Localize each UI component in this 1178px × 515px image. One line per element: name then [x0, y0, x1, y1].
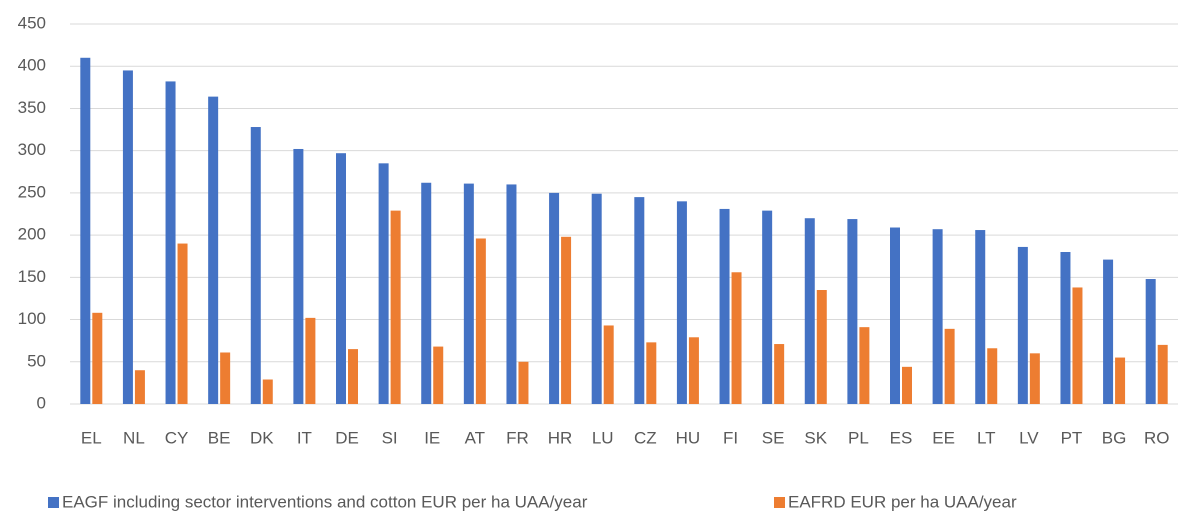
bar: [390, 210, 401, 404]
bar: [591, 193, 602, 404]
bar: [549, 192, 560, 404]
bar: [378, 163, 389, 404]
bar: [92, 312, 103, 404]
x-tick-label: HU: [676, 428, 701, 447]
x-tick-label: NL: [123, 428, 145, 447]
bar: [122, 70, 133, 404]
bar: [1017, 246, 1028, 404]
bar: [987, 348, 998, 404]
bar: [220, 352, 231, 404]
y-tick-label: 300: [18, 140, 46, 159]
x-tick-label: RO: [1144, 428, 1170, 447]
bar: [305, 317, 316, 404]
x-tick-label: FI: [723, 428, 738, 447]
bar: [1029, 353, 1040, 404]
bar: [1103, 259, 1114, 404]
x-tick-label: AT: [465, 428, 485, 447]
bar: [804, 218, 815, 404]
bar: [847, 219, 858, 404]
x-tick-label: LV: [1019, 428, 1039, 447]
bar: [731, 272, 742, 404]
x-tick-label: SE: [762, 428, 785, 447]
legend-swatch: [774, 497, 785, 508]
bar: [336, 153, 346, 404]
y-tick-label: 0: [37, 393, 46, 412]
bar: [902, 366, 912, 404]
bar: [1145, 279, 1156, 404]
x-tick-label: PL: [848, 428, 869, 447]
legend-label: EAGF including sector interventions and …: [62, 492, 588, 511]
bar: [506, 184, 517, 404]
bar: [348, 349, 358, 404]
bar: [762, 210, 773, 404]
bar: [561, 236, 572, 404]
bar: [816, 290, 827, 404]
bar: [646, 342, 657, 404]
y-tick-label: 400: [18, 56, 46, 75]
x-tick-label: SK: [804, 428, 827, 447]
bar: [719, 208, 730, 404]
x-tick-label: PT: [1061, 428, 1083, 447]
y-tick-label: 100: [18, 309, 46, 328]
bar: [165, 81, 176, 404]
x-tick-label: EE: [932, 428, 955, 447]
bar: [1115, 357, 1126, 404]
bar: [634, 197, 645, 404]
bar: [944, 328, 955, 404]
bar: [293, 148, 304, 404]
bar: [518, 361, 529, 404]
x-tick-label: IE: [424, 428, 440, 447]
bar: [80, 57, 91, 405]
bar: [688, 337, 699, 404]
legend-label: EAFRD EUR per ha UAA/year: [788, 492, 1017, 511]
y-tick-label: 250: [18, 182, 46, 201]
legend-swatch: [48, 497, 59, 508]
x-tick-label: BG: [1102, 428, 1127, 447]
x-tick-label: CY: [165, 428, 189, 447]
bar: [177, 243, 188, 404]
bar: [932, 229, 943, 404]
x-tick-label: FR: [506, 428, 529, 447]
x-tick-label: LU: [592, 428, 614, 447]
bar: [475, 238, 486, 404]
bar: [890, 227, 900, 404]
bar: [859, 327, 870, 404]
bar: [433, 346, 444, 404]
bar: [463, 183, 474, 404]
bar: [1072, 287, 1083, 404]
bar: [774, 344, 785, 404]
y-tick-label: 150: [18, 267, 46, 286]
bar: [134, 370, 145, 404]
y-tick-label: 350: [18, 98, 46, 117]
bar: [262, 379, 273, 404]
x-tick-label: BE: [208, 428, 231, 447]
bar: [208, 96, 219, 404]
bar: [676, 201, 687, 404]
x-tick-label: HR: [548, 428, 573, 447]
bar: [1157, 344, 1168, 404]
x-tick-label: LT: [977, 428, 996, 447]
x-tick-label: DK: [250, 428, 274, 447]
y-tick-label: 200: [18, 225, 46, 244]
x-tick-label: IT: [297, 428, 312, 447]
x-tick-label: CZ: [634, 428, 657, 447]
x-tick-label: SI: [382, 428, 398, 447]
x-tick-label: DE: [335, 428, 359, 447]
bar: [975, 230, 986, 404]
bar: [250, 127, 261, 405]
bar: [421, 182, 432, 404]
y-tick-label: 50: [27, 351, 46, 370]
bar: [603, 325, 614, 404]
bar: [1060, 252, 1071, 404]
x-tick-label: EL: [81, 428, 102, 447]
x-tick-label: ES: [890, 428, 913, 447]
y-tick-label: 450: [18, 13, 46, 32]
